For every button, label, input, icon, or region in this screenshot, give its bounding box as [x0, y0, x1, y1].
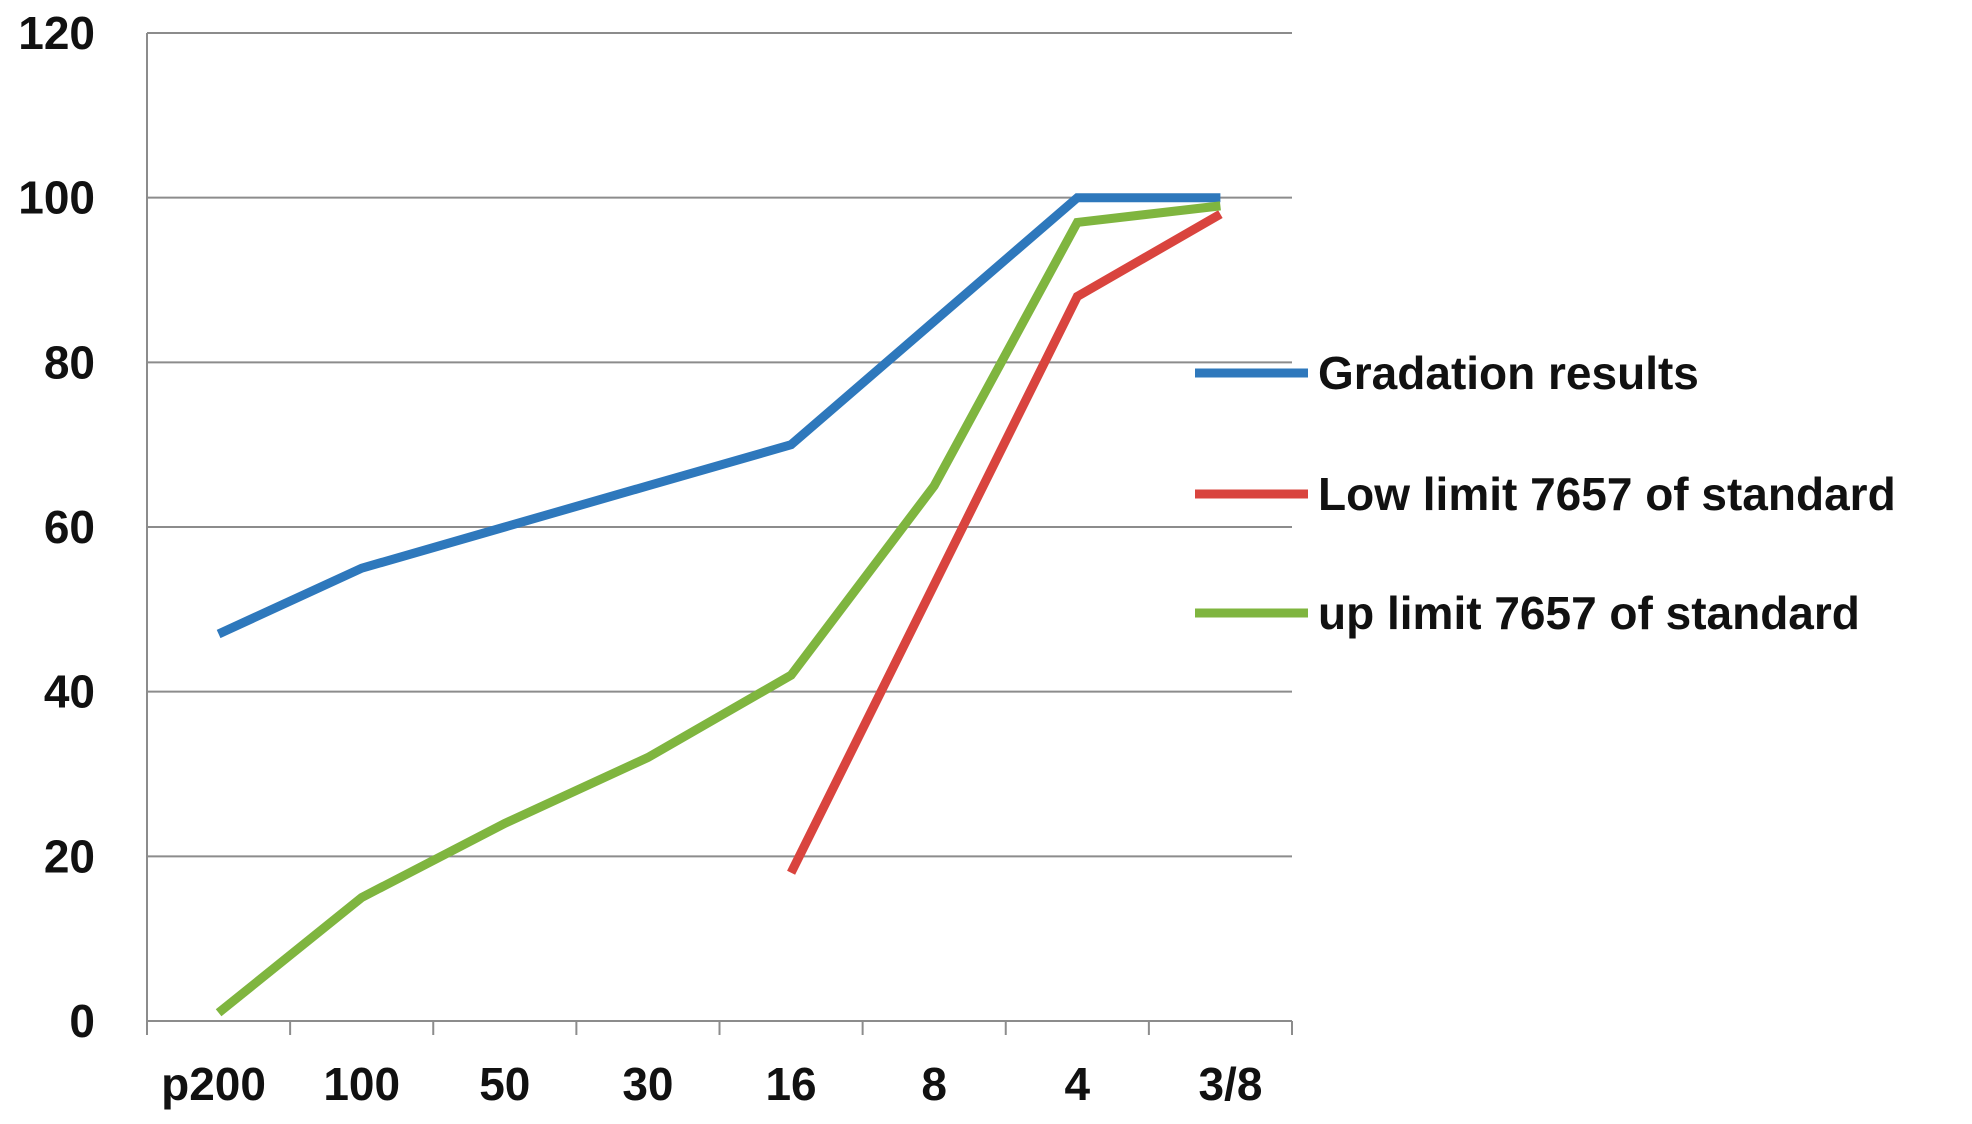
legend-item: Low limit 7657 of standard — [1195, 468, 1896, 520]
series-line-0 — [216, 193, 1221, 639]
y-tick-label: 120 — [18, 7, 95, 59]
x-tick-label: p200 — [161, 1058, 266, 1110]
legend-label: up limit 7657 of standard — [1318, 587, 1860, 639]
x-tick-label: 50 — [479, 1058, 530, 1110]
y-tick-label: 80 — [44, 336, 95, 388]
x-tick-label: 30 — [622, 1058, 673, 1110]
series-line-2 — [215, 201, 1221, 1017]
y-axis-ticks: 0 20 40 60 80 100 120 — [18, 7, 95, 1047]
x-axis-ticks: p200 100 50 30 16 8 4 3/8 — [146, 1021, 1293, 1110]
x-tick-label: 100 — [323, 1058, 400, 1110]
y-tick-label: 100 — [18, 172, 95, 224]
y-tick-label: 60 — [44, 501, 95, 553]
legend-label: Low limit 7657 of standard — [1318, 468, 1896, 520]
legend-item: up limit 7657 of standard — [1195, 587, 1860, 639]
series-lines — [215, 193, 1223, 1017]
gridlines — [147, 32, 1292, 858]
y-tick-label: 0 — [69, 995, 95, 1047]
y-tick-label: 20 — [44, 830, 95, 882]
x-tick-label: 16 — [765, 1058, 816, 1110]
legend-label: Gradation results — [1318, 347, 1699, 399]
x-tick-label: 3/8 — [1198, 1058, 1262, 1110]
legend-item: Gradation results — [1195, 347, 1699, 399]
x-tick-label: 8 — [921, 1058, 947, 1110]
legend: Gradation results Low limit 7657 of stand… — [1195, 347, 1896, 639]
y-tick-label: 40 — [44, 666, 95, 718]
x-tick-label: 4 — [1065, 1058, 1091, 1110]
series-line-1 — [787, 210, 1223, 875]
